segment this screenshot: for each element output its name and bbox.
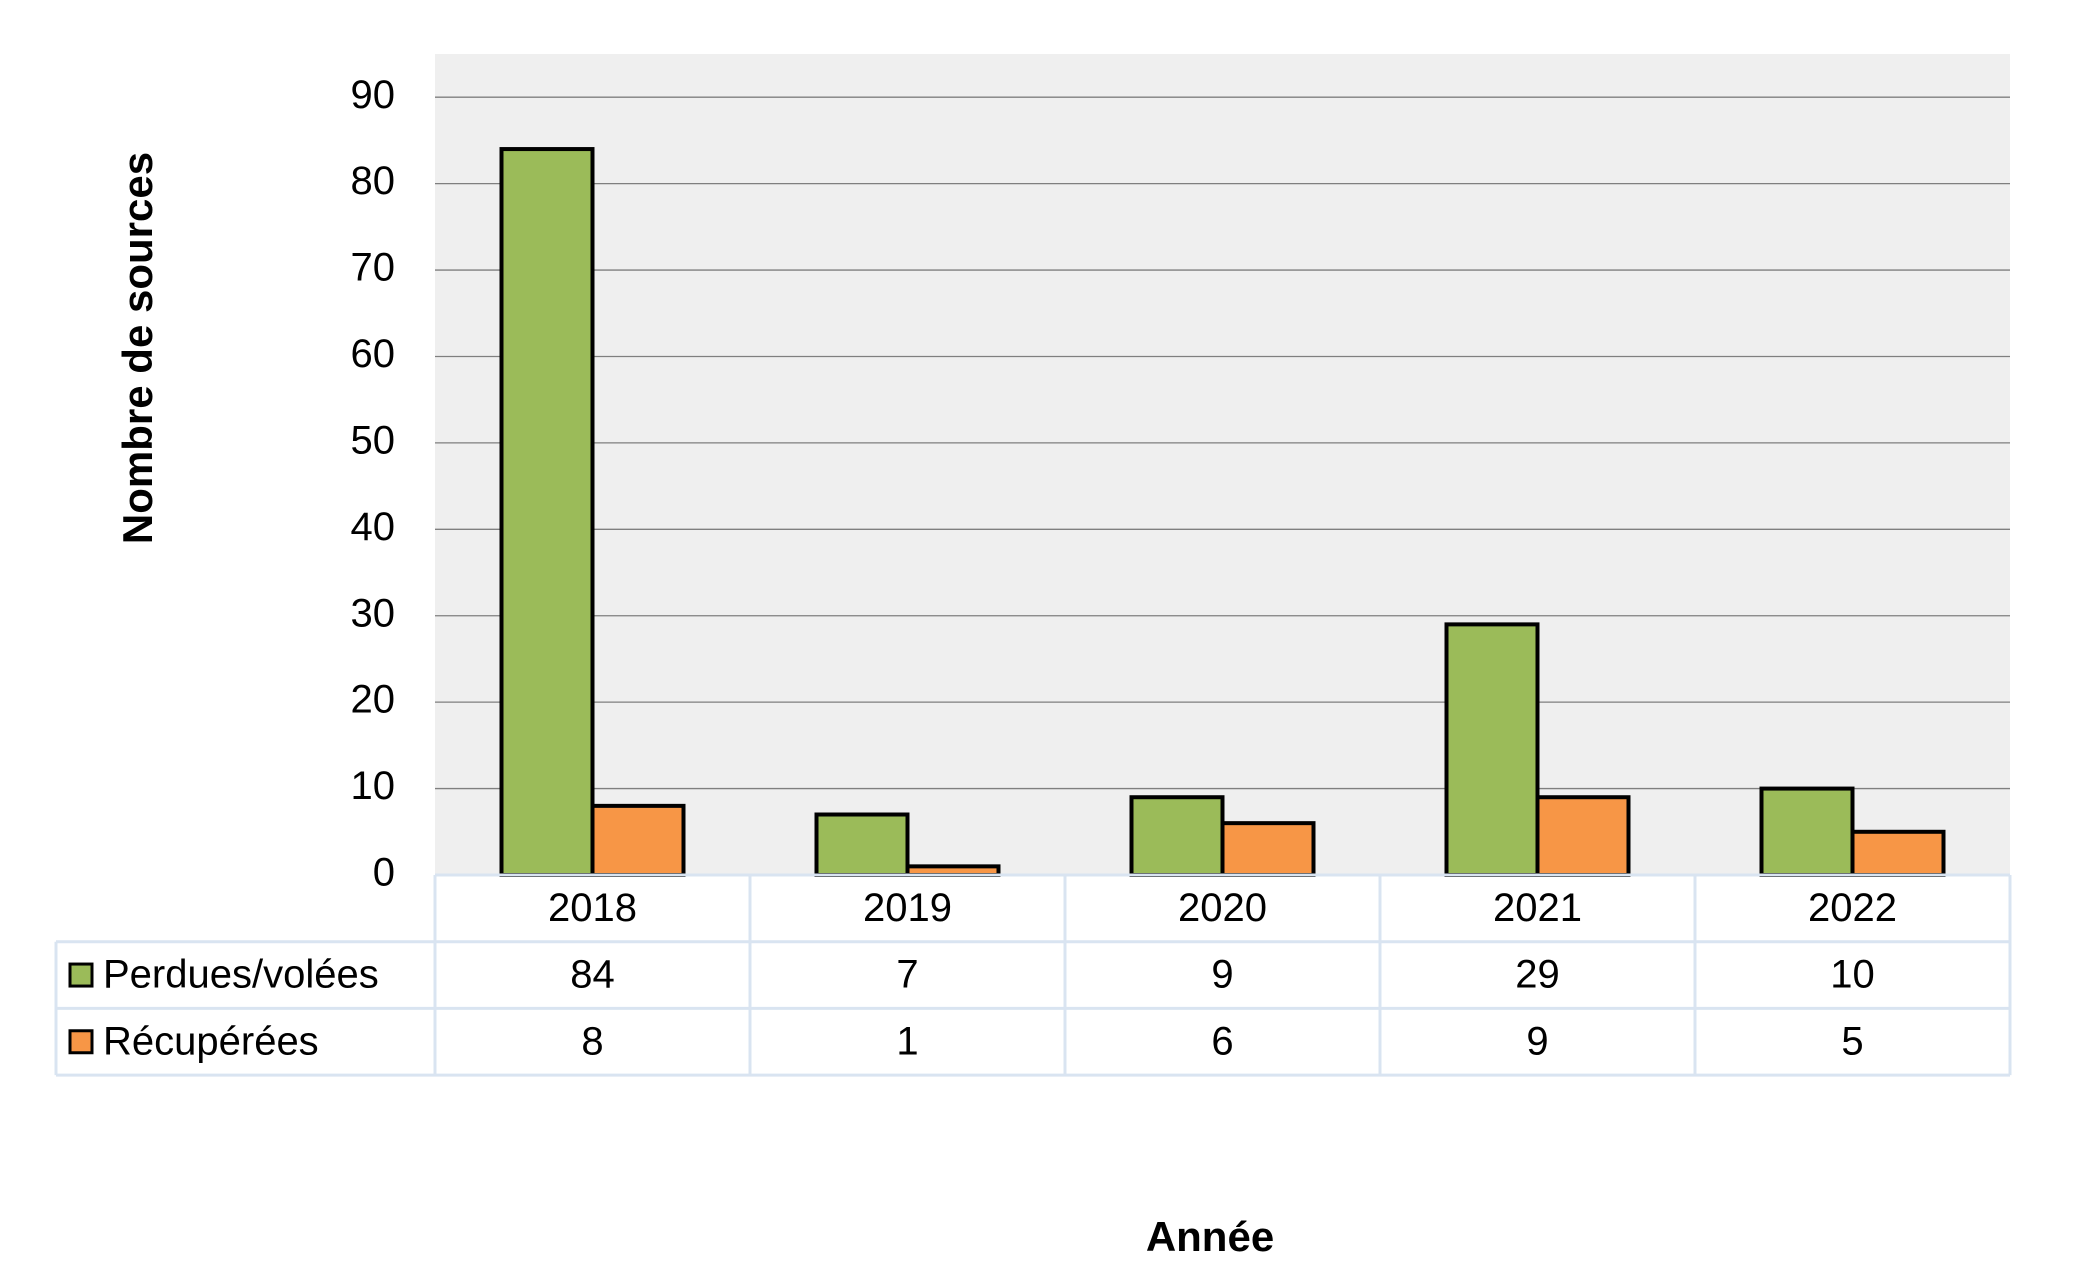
bar: [1850, 829, 1946, 878]
x-tick-label: 2019: [863, 886, 952, 930]
table-value: 6: [1211, 1019, 1233, 1063]
table-value: 84: [570, 953, 615, 997]
bar: [499, 147, 595, 877]
table-value: 7: [896, 953, 918, 997]
y-tick-label: 50: [351, 418, 396, 462]
plot-area: [435, 54, 2010, 875]
y-tick-label: 80: [351, 159, 396, 203]
table-value: 5: [1841, 1019, 1863, 1063]
bar: [590, 803, 686, 877]
x-tick-label: 2022: [1808, 886, 1897, 930]
y-tick-label: 70: [351, 246, 396, 290]
y-tick-label: 40: [351, 505, 396, 549]
table-value: 8: [581, 1019, 603, 1063]
bar: [1444, 622, 1540, 878]
y-tick-label: 60: [351, 332, 396, 376]
x-axis-label: Année: [1146, 1213, 1274, 1260]
table-value: 9: [1526, 1019, 1548, 1063]
y-tick-label: 30: [351, 591, 396, 635]
x-tick-label: 2021: [1493, 886, 1582, 930]
legend-swatch: [68, 1029, 94, 1055]
y-tick-label: 20: [351, 678, 396, 722]
y-tick-label: 10: [351, 764, 396, 808]
y-tick-label: 90: [351, 73, 396, 117]
y-tick-label: 0: [373, 851, 395, 895]
table-value: 29: [1515, 953, 1560, 997]
bar: [1220, 821, 1316, 877]
bar: [814, 812, 910, 877]
bar: [1759, 786, 1855, 877]
legend-label: Perdues/volées: [103, 953, 379, 997]
bar: [1129, 795, 1225, 878]
table-value: 10: [1830, 953, 1875, 997]
legend-label: Récupérées: [103, 1019, 319, 1063]
legend-swatch: [68, 962, 94, 988]
x-tick-label: 2018: [548, 886, 637, 930]
bar: [1535, 795, 1631, 878]
x-tick-label: 2020: [1178, 886, 1267, 930]
y-axis-label: Nombre de sources: [114, 152, 161, 544]
table-value: 1: [896, 1019, 918, 1063]
table-value: 9: [1211, 953, 1233, 997]
